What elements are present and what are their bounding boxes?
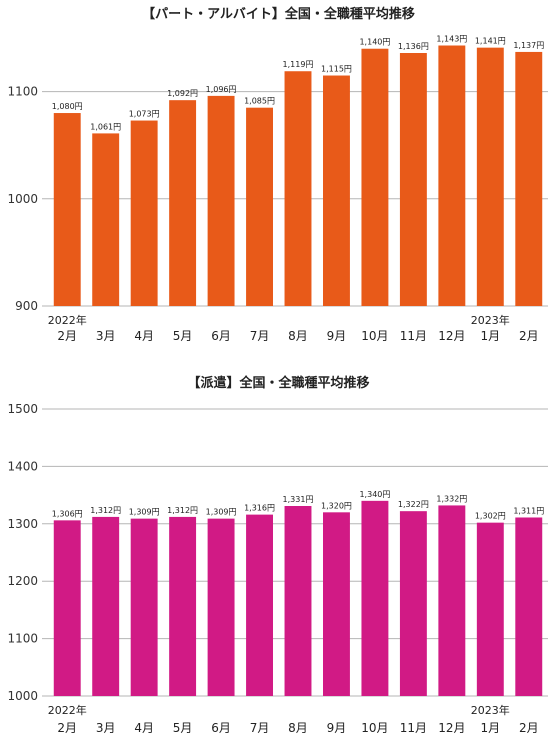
chart-2-data-label: 1,332円 [436, 494, 467, 503]
chart-2-data-label: 1,320円 [321, 501, 352, 510]
chart-1-year-label: 2023年 [471, 313, 510, 327]
chart-2-title: 【派遣】全国・全職種平均推移 [187, 376, 370, 391]
chart-1-bar [476, 47, 504, 306]
chart-1-bar [207, 95, 235, 306]
chart-1-bar [399, 53, 427, 307]
chart-1-data-label: 1,092円 [167, 89, 198, 98]
chart-1-year-label: 2022年 [48, 313, 87, 327]
chart-1-data-label: 1,080円 [52, 102, 83, 111]
chart-1-data-label: 1,119円 [283, 60, 314, 69]
chart-1-bar [323, 75, 350, 307]
chart-1-data-label: 1,061円 [90, 122, 121, 131]
chart-2-x-label: 12月 [438, 721, 465, 735]
chart-2-year-label: 2022年 [48, 703, 87, 717]
chart-1-data-label: 1,085円 [244, 97, 275, 106]
chart-2-bar [361, 500, 389, 696]
chart-2-ytick-label: 1100 [7, 632, 38, 646]
chart-1-title: 【パート・アルバイト】全国・全職種平均推移 [142, 7, 415, 22]
chart-1-x-label: 4月 [134, 329, 154, 343]
chart-1-x-label: 2月 [519, 329, 539, 343]
chart-2-bar [323, 512, 350, 696]
chart-2-bar [284, 506, 312, 696]
chart-1-data-label: 1,096円 [206, 85, 237, 94]
chart-1-x-label: 9月 [327, 329, 347, 343]
chart-2-ytick-label: 1500 [7, 402, 38, 416]
chart-1-bar [92, 133, 120, 306]
chart-2-x-label: 11月 [400, 721, 427, 735]
chart-1-bar [53, 113, 81, 306]
chart-1-x-label: 8月 [288, 329, 308, 343]
chart-1-data-label: 1,140円 [359, 38, 390, 47]
chart-1-x-label: 11月 [400, 329, 427, 343]
chart-1-bar [169, 100, 197, 307]
chart-2-bar [92, 516, 120, 696]
chart-2-x-label: 8月 [288, 721, 308, 735]
chart-2-bar [246, 514, 273, 696]
chart-1-x-label: 10月 [361, 329, 388, 343]
chart-2-ytick-label: 1000 [7, 689, 38, 703]
chart-2-bar [515, 517, 543, 696]
chart-2-dispatch: 1000 1100 1200 1300 1400 1500 1,306円 2月 1,312円 3月… [7, 402, 548, 735]
chart-2-x-label: 6月 [211, 721, 231, 735]
chart-1-ytick-label: 1100 [7, 85, 38, 99]
chart-2-bar [399, 511, 427, 696]
chart-1-data-label: 1,137円 [513, 41, 544, 50]
chart-1-data-label: 1,115円 [321, 65, 352, 74]
chart-2-x-label: 2月 [519, 721, 539, 735]
chart-1-x-label: 5月 [173, 329, 193, 343]
chart-2-data-label: 1,316円 [244, 504, 275, 513]
chart-1-x-label: 1月 [480, 329, 500, 343]
chart-1-ytick-label: 1000 [7, 192, 38, 206]
chart-1-part-time: 900 1000 1100 1,080円 2月 1,061円 3月 1,073円 4月 1,092… [7, 35, 548, 343]
chart-1-x-label: 6月 [211, 329, 231, 343]
chart-1-bar [284, 71, 312, 307]
chart-1-bar [130, 120, 158, 306]
chart-2-x-label: 5月 [173, 721, 193, 735]
chart-1-bar [246, 107, 273, 307]
chart-2-ytick-label: 1200 [7, 574, 38, 588]
chart-1-bar [438, 45, 466, 307]
chart-2-data-label: 1,322円 [398, 500, 429, 509]
chart-2-x-label: 2月 [57, 721, 77, 735]
chart-2-x-label: 9月 [327, 721, 347, 735]
chart-2-data-label: 1,311円 [513, 506, 544, 515]
chart-2-x-label: 7月 [250, 721, 270, 735]
chart-2-data-label: 1,312円 [90, 506, 121, 515]
chart-2-data-label: 1,312円 [167, 506, 198, 515]
chart-1-bar [515, 51, 543, 306]
chart-2-ytick-label: 1400 [7, 459, 38, 473]
chart-1-x-label: 3月 [96, 329, 116, 343]
chart-1-x-label: 12月 [438, 329, 465, 343]
chart-2-data-label: 1,331円 [283, 495, 314, 504]
chart-2-data-label: 1,302円 [475, 512, 506, 521]
chart-2-bar [438, 505, 466, 696]
chart-2-data-label: 1,340円 [359, 490, 390, 499]
chart-2-bar [207, 518, 235, 696]
chart-2-data-label: 1,306円 [52, 509, 83, 518]
chart-2-bar [53, 520, 81, 696]
chart-2-x-label: 4月 [134, 721, 154, 735]
chart-2-data-label: 1,309円 [206, 508, 237, 517]
chart-1-x-label: 2月 [57, 329, 77, 343]
chart-2-bar [476, 522, 504, 696]
chart-2-data-label: 1,309円 [129, 508, 160, 517]
chart-2-bar [169, 516, 197, 696]
chart-1-data-label: 1,141円 [475, 37, 506, 46]
chart-1-x-label: 7月 [250, 329, 270, 343]
chart-2-year-label: 2023年 [471, 703, 510, 717]
chart-1-bar [361, 48, 389, 306]
chart-1-data-label: 1,143円 [436, 35, 467, 44]
chart-1-data-label: 1,073円 [129, 110, 160, 119]
chart-2-x-label: 10月 [361, 721, 388, 735]
chart-2-bar [130, 518, 158, 696]
chart-2-x-label: 3月 [96, 721, 116, 735]
chart-1-data-label: 1,136円 [398, 42, 429, 51]
chart-1-ytick-label: 900 [15, 299, 38, 313]
chart-2-ytick-label: 1300 [7, 517, 38, 531]
chart-2-x-label: 1月 [480, 721, 500, 735]
